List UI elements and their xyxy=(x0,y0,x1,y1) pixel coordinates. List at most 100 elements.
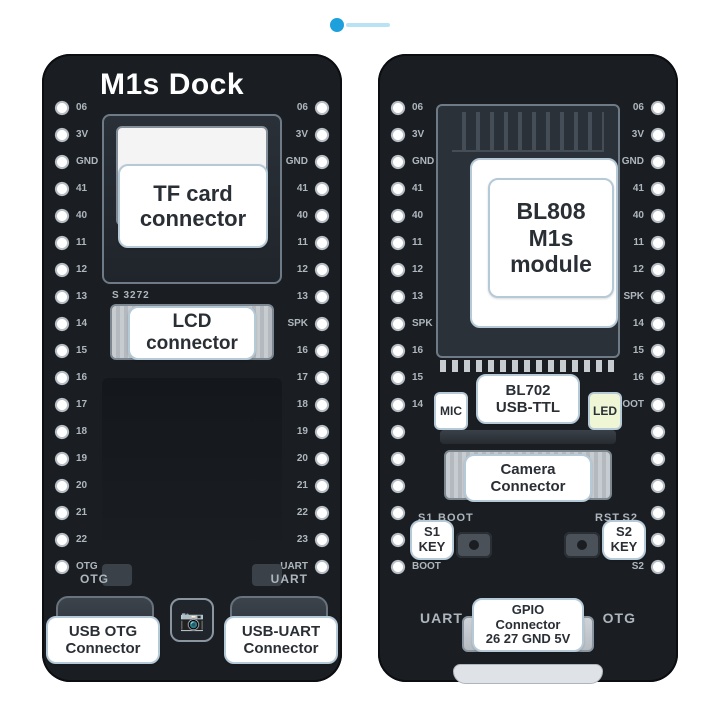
callout-gpio: GPIOConnector26 27 GND 5V xyxy=(472,598,584,652)
pin-label: 18 xyxy=(280,395,308,415)
pin-label: 12 xyxy=(280,260,308,280)
pin-hole xyxy=(648,368,668,388)
callout-lcd: LCDconnector xyxy=(128,306,256,360)
pin-hole xyxy=(648,530,668,550)
pin-hole xyxy=(312,179,332,199)
pin-hole xyxy=(388,98,408,118)
pin-hole xyxy=(388,260,408,280)
pin-label: S2 xyxy=(615,557,644,577)
pin-hole xyxy=(52,395,72,415)
pin-label: 23 xyxy=(280,530,308,550)
pin-hole xyxy=(388,557,408,577)
silk-chip: S 3272 xyxy=(112,290,150,301)
pin-hole xyxy=(648,314,668,334)
pin-hole xyxy=(312,449,332,469)
tact-s1 xyxy=(456,532,492,558)
pin-label: 19 xyxy=(76,449,98,469)
pin-hole xyxy=(52,530,72,550)
tact-s2 xyxy=(564,532,600,558)
pin-hole xyxy=(312,476,332,496)
pin-label xyxy=(615,449,644,469)
pin-hole xyxy=(388,368,408,388)
callout-usb-otg: USB OTGConnector xyxy=(46,616,160,664)
carousel-indicator xyxy=(330,18,390,32)
pin-label: 41 xyxy=(280,179,308,199)
pin-label xyxy=(615,476,644,496)
pin-hole xyxy=(312,503,332,523)
pin-hole xyxy=(52,368,72,388)
pin-label: 40 xyxy=(76,206,98,226)
pin-label: 13 xyxy=(76,287,98,307)
pin-hole xyxy=(312,98,332,118)
pin-hole xyxy=(52,125,72,145)
pin-hole xyxy=(52,260,72,280)
pin-label xyxy=(412,449,441,469)
pin-label: 21 xyxy=(76,503,98,523)
pin-hole xyxy=(52,152,72,172)
pin-label: 18 xyxy=(76,422,98,442)
callout-bl702: BL702USB-TTL xyxy=(476,374,580,424)
silk-otg-b: OTG xyxy=(603,610,636,626)
pin-label: 16 xyxy=(615,368,644,388)
board-title: M1s Dock xyxy=(100,68,244,102)
pin-hole xyxy=(388,422,408,442)
callout-usb-uart: USB-UARTConnector xyxy=(224,616,338,664)
board-back: 063VGND4140111213SPK161514S1BOOT 063VGND… xyxy=(378,54,678,682)
pin-label: 06 xyxy=(280,98,308,118)
pin-label: SPK xyxy=(280,314,308,334)
silk-uart: UART xyxy=(271,572,308,586)
pin-hole xyxy=(312,395,332,415)
pin-hole xyxy=(388,314,408,334)
module-antenna xyxy=(452,112,604,152)
callout-tf-card: TF cardconnector xyxy=(118,164,268,248)
pin-label: 22 xyxy=(280,503,308,523)
callout-led: LED xyxy=(588,392,622,430)
pin-hole xyxy=(312,260,332,280)
pin-hole xyxy=(52,341,72,361)
silk-otg: OTG xyxy=(80,572,109,586)
callout-s2: S2KEY xyxy=(602,520,646,560)
pin-label: 21 xyxy=(280,476,308,496)
pin-hole xyxy=(388,206,408,226)
pin-label: 11 xyxy=(76,233,98,253)
pin-hole xyxy=(388,152,408,172)
pin-hole xyxy=(648,125,668,145)
pin-col-right xyxy=(312,98,332,577)
pin-hole xyxy=(312,287,332,307)
pin-hole xyxy=(312,422,332,442)
pin-hole xyxy=(648,557,668,577)
callout-module: BL808M1smodule xyxy=(488,178,614,298)
camera-glyph: 📷 xyxy=(180,608,205,633)
pin-label: 11 xyxy=(280,233,308,253)
pin-hole xyxy=(648,476,668,496)
pin-hole xyxy=(388,395,408,415)
pin-hole xyxy=(388,476,408,496)
pin-hole xyxy=(388,503,408,523)
pin-label: 17 xyxy=(76,395,98,415)
pin-label: 3V xyxy=(76,125,98,145)
pin-label: 20 xyxy=(76,476,98,496)
pin-hole xyxy=(312,233,332,253)
pin-hole xyxy=(312,206,332,226)
pin-labels-left: 063VGND4140111213141516171819202122OTG xyxy=(76,98,98,577)
pin-label xyxy=(412,476,441,496)
diagram-stage: M1s Dock 063VGND414011121314151617181920… xyxy=(42,54,678,696)
pin-hole xyxy=(312,152,332,172)
pin-label: BOOT xyxy=(412,557,441,577)
pin-hole xyxy=(312,557,332,577)
camera-icon: 📷 xyxy=(170,598,214,642)
pin-hole xyxy=(648,179,668,199)
pin-col-left xyxy=(52,98,72,577)
pin-label: 22 xyxy=(76,530,98,550)
pin-hole xyxy=(52,287,72,307)
pin-col-left-b xyxy=(388,98,408,577)
pin-hole xyxy=(52,449,72,469)
pin-label: 12 xyxy=(76,260,98,280)
pin-hole xyxy=(648,395,668,415)
pin-label: 20 xyxy=(280,449,308,469)
pin-label: 06 xyxy=(76,98,98,118)
pin-label: 14 xyxy=(76,314,98,334)
pin-hole xyxy=(52,233,72,253)
callout-camera: CameraConnector xyxy=(464,454,592,502)
pin-col-right-b xyxy=(648,98,668,577)
